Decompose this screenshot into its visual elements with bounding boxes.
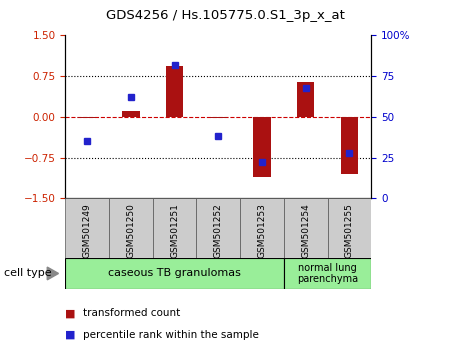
Text: cell type: cell type: [4, 268, 52, 279]
Text: ■: ■: [65, 330, 76, 339]
Bar: [166, 66, 183, 117]
Bar: [210, 117, 227, 118]
Bar: [341, 117, 358, 174]
Text: caseous TB granulomas: caseous TB granulomas: [108, 268, 241, 279]
Bar: [328, 198, 371, 258]
Text: GDS4256 / Hs.105775.0.S1_3p_x_at: GDS4256 / Hs.105775.0.S1_3p_x_at: [106, 9, 344, 22]
Bar: [109, 198, 153, 258]
Bar: [240, 198, 284, 258]
Bar: [65, 198, 109, 258]
Text: GSM501250: GSM501250: [126, 203, 135, 258]
Text: percentile rank within the sample: percentile rank within the sample: [83, 330, 259, 339]
Text: GSM501255: GSM501255: [345, 203, 354, 258]
Bar: [196, 198, 240, 258]
Text: GSM501254: GSM501254: [301, 203, 310, 258]
Bar: [253, 117, 271, 177]
Text: GSM501253: GSM501253: [257, 203, 266, 258]
Bar: [297, 81, 315, 117]
Bar: [284, 258, 371, 289]
Bar: [284, 198, 328, 258]
Polygon shape: [47, 267, 58, 280]
Text: GSM501251: GSM501251: [170, 203, 179, 258]
Bar: [122, 112, 140, 117]
Text: transformed count: transformed count: [83, 308, 180, 318]
Text: ■: ■: [65, 308, 76, 318]
Text: normal lung
parenchyma: normal lung parenchyma: [297, 263, 358, 284]
Text: GSM501249: GSM501249: [83, 203, 92, 258]
Bar: [78, 117, 96, 118]
Bar: [65, 258, 284, 289]
Text: GSM501252: GSM501252: [214, 203, 223, 258]
Bar: [153, 198, 196, 258]
